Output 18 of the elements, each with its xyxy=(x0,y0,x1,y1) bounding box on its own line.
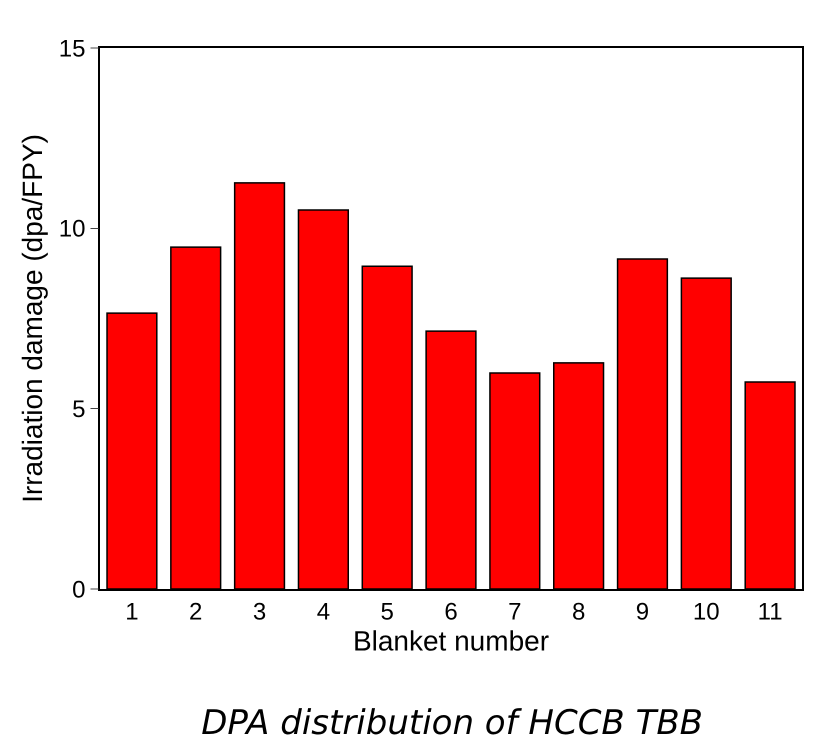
y-tick-label: 0 xyxy=(72,576,86,604)
y-tick-label: 10 xyxy=(58,216,86,243)
x-tick-label: 10 xyxy=(692,598,720,626)
x-tick-label: 11 xyxy=(758,598,783,626)
x-axis-title: Blanket number xyxy=(352,626,550,657)
x-tick-label: 5 xyxy=(380,598,394,626)
x-tick-label: 2 xyxy=(189,598,202,626)
y-axis-title: Irradiation damage (dpa/FPY) xyxy=(16,134,48,503)
x-tick-label: 3 xyxy=(252,598,266,626)
x-tick-label: 1 xyxy=(125,598,139,626)
x-tick-label: 4 xyxy=(316,598,330,626)
x-tick-label: 6 xyxy=(444,598,458,626)
x-tick-label: 7 xyxy=(508,598,522,626)
y-tick-label: 5 xyxy=(72,396,86,424)
x-tick-label: 9 xyxy=(636,598,650,626)
y-tick-label: 15 xyxy=(58,35,86,62)
text: DPA distribution of HCCB TBB xyxy=(201,703,704,744)
x-tick-label: 8 xyxy=(572,598,586,626)
